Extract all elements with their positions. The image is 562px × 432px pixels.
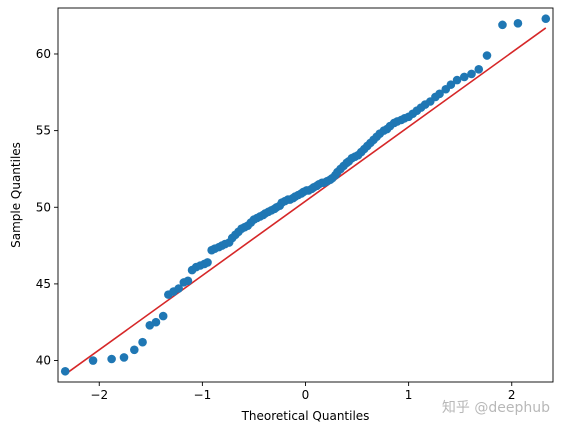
y-tick-label: 40 [36, 354, 51, 368]
y-tick-label: 45 [36, 277, 51, 291]
data-point [88, 356, 98, 365]
data-point [158, 311, 168, 321]
x-tick-label: 0 [302, 388, 310, 402]
data-point [107, 354, 116, 364]
data-point [498, 20, 507, 30]
data-point [183, 276, 193, 286]
data-point [435, 89, 444, 99]
y-axis-label: Sample Quantiles [9, 142, 23, 248]
y-tick-label: 60 [36, 47, 51, 61]
data-point [119, 353, 129, 362]
data-point [60, 366, 70, 376]
x-axis: −2 −1 0 1 2 [90, 382, 516, 402]
data-point [513, 19, 523, 28]
watermark-text: 知乎 @deephub [442, 399, 550, 416]
data-point [482, 51, 492, 60]
y-tick-label: 55 [36, 124, 51, 138]
y-tick-label: 50 [36, 200, 51, 214]
reference-line [64, 27, 547, 375]
y-axis: 40 45 50 55 60 [36, 47, 58, 368]
x-tick-label: −2 [90, 388, 108, 402]
points-layer [60, 14, 551, 376]
x-tick-label: −1 [194, 388, 212, 402]
data-point [541, 14, 551, 24]
data-point [474, 65, 484, 74]
x-tick-label: 2 [508, 388, 516, 402]
x-tick-label: 1 [405, 388, 413, 402]
data-point [151, 317, 161, 327]
data-point [467, 69, 476, 79]
data-point [203, 258, 212, 267]
data-point [130, 345, 139, 355]
data-point [138, 337, 147, 347]
data-point [452, 75, 462, 85]
data-point [460, 72, 469, 82]
data-point [174, 284, 183, 293]
x-axis-label: Theoretical Quantiles [241, 409, 370, 423]
data-point [446, 80, 456, 89]
reference-line-layer [64, 27, 547, 375]
